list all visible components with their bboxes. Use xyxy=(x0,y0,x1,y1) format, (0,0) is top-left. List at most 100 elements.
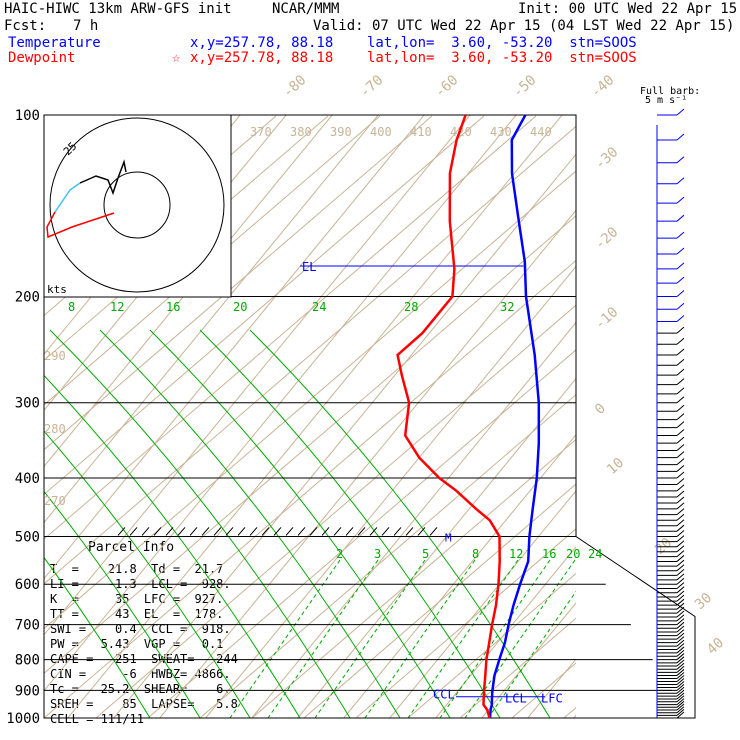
forecast-label: Fcst: xyxy=(4,18,47,34)
wind-barb-flag xyxy=(676,421,685,429)
isotherm-line xyxy=(481,602,576,718)
hatch-mark xyxy=(333,527,342,536)
dry-adiabat-line xyxy=(147,349,576,718)
wind-barb-flag xyxy=(676,643,685,650)
wind-barb-flag xyxy=(676,610,685,618)
lfc-label: LFC xyxy=(541,692,563,706)
wind-barb-flag xyxy=(676,672,685,679)
mixing-ratio-label: 16 xyxy=(166,300,180,314)
wind-barb-flag xyxy=(676,524,685,532)
dry-adiabat-line xyxy=(44,170,576,630)
wind-barb-flag xyxy=(676,429,685,436)
wind-barb-flag xyxy=(676,675,685,682)
theta-label: 290 xyxy=(44,349,66,363)
parcel-row: Tc = 25.2 SHEAR= 6. xyxy=(50,682,231,696)
hatch-mark xyxy=(297,527,306,536)
theta-label: 280 xyxy=(44,422,66,436)
moist-adiabat-line xyxy=(199,329,501,718)
moist-adiabat-line xyxy=(99,329,401,718)
pressure-tick-label: 400 xyxy=(15,471,40,487)
wind-barb-flag xyxy=(676,606,685,614)
dry-adiabat-line xyxy=(199,393,576,718)
star-icon: ☆ xyxy=(172,50,181,66)
isotherm-label: 0 xyxy=(592,400,609,418)
wind-barb-flag xyxy=(676,396,685,404)
wind-barb-flag xyxy=(676,478,685,485)
wind-barb-flag xyxy=(676,639,685,647)
hatch-mark xyxy=(369,527,378,536)
hatch-mark xyxy=(141,527,150,536)
dry-adiabat-line xyxy=(251,438,576,718)
wind-barb-flag xyxy=(676,629,685,636)
dewpoint-legend: Dewpoint xyxy=(8,50,76,66)
wind-barb-flag xyxy=(676,662,685,670)
plot-border xyxy=(43,114,696,719)
isotherm-line xyxy=(44,115,333,468)
wind-barbs xyxy=(656,108,685,719)
dry-adiabat-line xyxy=(303,483,576,718)
wind-barb-flag xyxy=(676,646,685,654)
dry-adiabat-line xyxy=(44,115,381,406)
init-time: Init: 00 UTC Wed 22 Apr 15 xyxy=(518,1,738,17)
dewpoint-location: x,y=257.78, 88.18 lat,lon= 3.60, -53.20 … xyxy=(190,50,637,66)
moist-adiabat-line xyxy=(44,430,251,718)
wind-barb-flag xyxy=(676,358,685,366)
wind-barb-flag xyxy=(676,387,685,395)
wind-barb-flag xyxy=(676,636,685,644)
dry-adiabat-line xyxy=(355,528,576,718)
wind-barb-flag xyxy=(676,458,685,465)
isotherm-label: -40 xyxy=(588,72,618,101)
temperature-legend: Temperature xyxy=(8,35,101,51)
wind-barb-flag xyxy=(676,404,685,412)
isotherm-line xyxy=(297,377,576,718)
moist-adiabat-line xyxy=(149,329,451,718)
wind-barb-flag xyxy=(676,686,685,694)
diagram-grid xyxy=(44,115,740,718)
parcel-row: SWI = 0.4 CCL = 918. xyxy=(50,622,231,636)
wind-barb-flag xyxy=(676,108,685,116)
hodograph-upper-trace xyxy=(79,159,127,196)
hatch-mark xyxy=(345,527,354,536)
hatch-mark xyxy=(405,527,414,536)
wind-barb-flag xyxy=(676,302,685,310)
mixing-ratio-label: 2 xyxy=(336,547,343,561)
wind-barb-flag xyxy=(676,276,685,284)
wind-barb-flag xyxy=(676,692,685,700)
dry-adiabat-line xyxy=(668,116,740,718)
wind-barb-flag xyxy=(676,465,685,472)
sounding-profiles xyxy=(396,115,541,718)
hatch-mark xyxy=(357,527,366,536)
hatch-mark xyxy=(285,527,294,536)
wind-barb-flag xyxy=(676,625,685,633)
mixing-ratio-line xyxy=(439,559,551,718)
isotherm-line xyxy=(205,265,576,718)
wind-barb-flag xyxy=(676,703,685,711)
isotherm-line xyxy=(113,153,576,718)
hatch-mark xyxy=(225,527,234,536)
theta-label: 440 xyxy=(530,125,552,139)
hatch-mark xyxy=(321,527,330,536)
parcel-info-title: Parcel Info xyxy=(88,540,175,555)
isotherm-label: 10 xyxy=(604,455,627,478)
isotherm-label: -30 xyxy=(592,144,622,173)
wind-barb-flag xyxy=(676,550,685,558)
wind-barb-flag xyxy=(676,436,685,444)
dry-adiabat-line xyxy=(44,259,576,718)
barb-legend-title: Full barb: xyxy=(640,86,701,97)
wind-barb-flag xyxy=(676,490,685,498)
dry-adiabat-line xyxy=(720,116,740,718)
isotherm-line xyxy=(44,115,471,636)
theta-label: 430 xyxy=(490,125,512,139)
moist-adiabat-line xyxy=(249,329,551,718)
hatch-mark xyxy=(153,527,162,536)
wind-barb-flag xyxy=(676,290,685,297)
wind-barb-flag xyxy=(676,540,685,548)
moist-adiabat-line xyxy=(44,556,151,718)
theta-label: 400 xyxy=(370,125,392,139)
pressure-tick-label: 100 xyxy=(15,108,40,124)
hatch-mark xyxy=(429,527,438,536)
theta-label: 370 xyxy=(250,125,272,139)
isotherm-label: -70 xyxy=(357,72,387,101)
hodograph-low-trace xyxy=(46,211,115,239)
